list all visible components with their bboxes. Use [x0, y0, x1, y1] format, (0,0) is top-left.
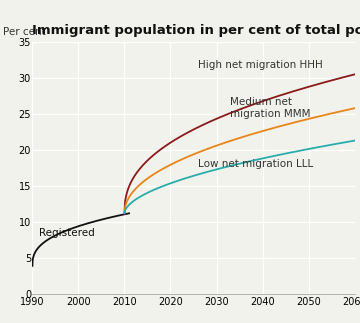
Text: Medium net
migration MMM: Medium net migration MMM [230, 98, 311, 119]
Text: Per cent: Per cent [3, 27, 46, 37]
Text: Low net migration LLL: Low net migration LLL [198, 159, 313, 169]
Text: High net migration HHH: High net migration HHH [198, 60, 323, 70]
Text: Registered: Registered [39, 228, 95, 238]
Text: Immigrant population in per cent of total population: Immigrant population in per cent of tota… [32, 24, 360, 36]
